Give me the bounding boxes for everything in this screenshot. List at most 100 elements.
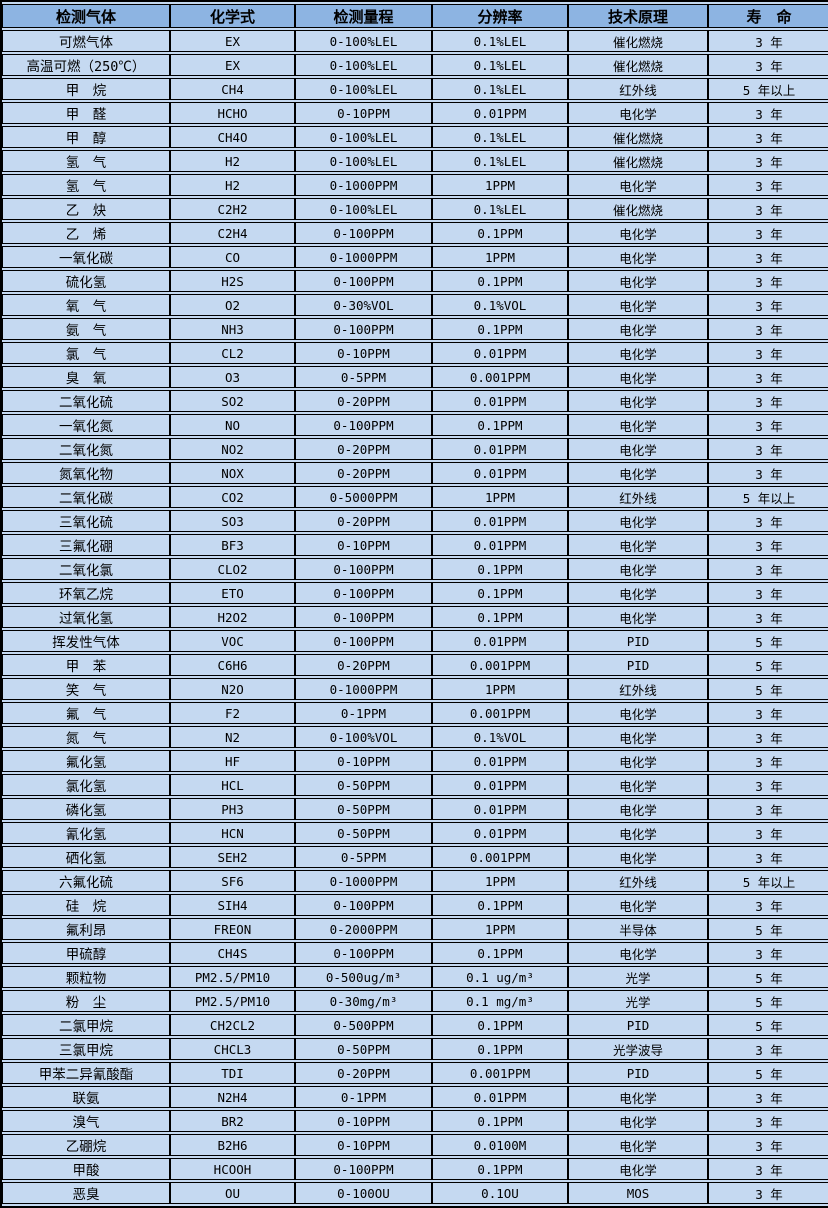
cell-resolution: 0.1%LEL	[432, 30, 568, 52]
cell-gas: 粉 尘	[2, 990, 170, 1012]
cell-lifespan: 3 年	[708, 414, 828, 436]
cell-principle: 催化燃烧	[568, 198, 708, 220]
cell-resolution: 0.01PPM	[432, 630, 568, 652]
cell-principle: 光学	[568, 990, 708, 1012]
cell-formula: HCN	[170, 822, 295, 844]
table-row: 甲 醇 CH4O 0-100%LEL 0.1%LEL 催化燃烧 3 年	[2, 126, 828, 148]
cell-gas: 甲 烷	[2, 78, 170, 100]
cell-lifespan: 3 年	[708, 318, 828, 340]
cell-formula: SIH4	[170, 894, 295, 916]
cell-gas: 过氧化氢	[2, 606, 170, 628]
cell-formula: N2O	[170, 678, 295, 700]
cell-lifespan: 3 年	[708, 846, 828, 868]
cell-principle: 电化学	[568, 534, 708, 556]
cell-principle: 光学	[568, 966, 708, 988]
cell-lifespan: 3 年	[708, 150, 828, 172]
cell-lifespan: 3 年	[708, 1182, 828, 1204]
cell-resolution: 0.1%LEL	[432, 78, 568, 100]
table-row: 联氨 N2H4 0-1PPM 0.01PPM 电化学 3 年	[2, 1086, 828, 1108]
cell-resolution: 0.1OU	[432, 1182, 568, 1204]
cell-principle: 电化学	[568, 342, 708, 364]
cell-gas: 磷化氢	[2, 798, 170, 820]
cell-resolution: 0.1PPM	[432, 942, 568, 964]
table-row: 氰化氢 HCN 0-50PPM 0.01PPM 电化学 3 年	[2, 822, 828, 844]
cell-principle: 红外线	[568, 870, 708, 892]
cell-principle: 催化燃烧	[568, 150, 708, 172]
cell-formula: H2S	[170, 270, 295, 292]
cell-gas: 氮 气	[2, 726, 170, 748]
cell-principle: 电化学	[568, 462, 708, 484]
cell-lifespan: 3 年	[708, 294, 828, 316]
cell-gas: 甲苯二异氰酸酯	[2, 1062, 170, 1084]
cell-gas: 一氧化碳	[2, 246, 170, 268]
cell-range: 0-1PPM	[295, 702, 432, 724]
cell-gas: 高温可燃（250℃）	[2, 54, 170, 76]
cell-lifespan: 3 年	[708, 702, 828, 724]
cell-resolution: 0.001PPM	[432, 846, 568, 868]
cell-gas: 甲 苯	[2, 654, 170, 676]
cell-formula: O3	[170, 366, 295, 388]
cell-resolution: 0.001PPM	[432, 1062, 568, 1084]
cell-principle: 电化学	[568, 702, 708, 724]
cell-gas: 氟利昂	[2, 918, 170, 940]
table-row: 氨 气 NH3 0-100PPM 0.1PPM 电化学 3 年	[2, 318, 828, 340]
cell-principle: 电化学	[568, 774, 708, 796]
cell-resolution: 0.1 ug/m³	[432, 966, 568, 988]
cell-principle: 电化学	[568, 558, 708, 580]
cell-resolution: 0.1%LEL	[432, 198, 568, 220]
cell-resolution: 1PPM	[432, 174, 568, 196]
cell-principle: 光学波导	[568, 1038, 708, 1060]
cell-resolution: 0.1PPM	[432, 414, 568, 436]
cell-range: 0-100PPM	[295, 558, 432, 580]
cell-range: 0-500PPM	[295, 1014, 432, 1036]
cell-formula: C2H4	[170, 222, 295, 244]
table-row: 甲硫醇 CH4S 0-100PPM 0.1PPM 电化学 3 年	[2, 942, 828, 964]
table-row: 甲 醛 HCHO 0-10PPM 0.01PPM 电化学 3 年	[2, 102, 828, 124]
cell-range: 0-2000PPM	[295, 918, 432, 940]
cell-gas: 臭 氧	[2, 366, 170, 388]
table-row: 二氯甲烷 CH2CL2 0-500PPM 0.1PPM PID 5 年	[2, 1014, 828, 1036]
cell-lifespan: 5 年	[708, 1062, 828, 1084]
cell-gas: 甲硫醇	[2, 942, 170, 964]
cell-formula: CO	[170, 246, 295, 268]
table-row: 三氟化硼 BF3 0-10PPM 0.01PPM 电化学 3 年	[2, 534, 828, 556]
table-row: 三氯甲烷 CHCL3 0-50PPM 0.1PPM 光学波导 3 年	[2, 1038, 828, 1060]
cell-principle: 电化学	[568, 942, 708, 964]
cell-formula: B2H6	[170, 1134, 295, 1156]
cell-gas: 联氨	[2, 1086, 170, 1108]
cell-lifespan: 3 年	[708, 1158, 828, 1180]
cell-formula: HCL	[170, 774, 295, 796]
cell-range: 0-100PPM	[295, 606, 432, 628]
cell-lifespan: 3 年	[708, 534, 828, 556]
cell-resolution: 0.1%VOL	[432, 726, 568, 748]
cell-range: 0-10PPM	[295, 534, 432, 556]
cell-lifespan: 3 年	[708, 774, 828, 796]
cell-range: 0-50PPM	[295, 774, 432, 796]
cell-resolution: 0.01PPM	[432, 822, 568, 844]
cell-lifespan: 3 年	[708, 606, 828, 628]
table-row: 氯 气 CL2 0-10PPM 0.01PPM 电化学 3 年	[2, 342, 828, 364]
cell-lifespan: 3 年	[708, 222, 828, 244]
cell-principle: 电化学	[568, 1158, 708, 1180]
cell-range: 0-100PPM	[295, 270, 432, 292]
cell-range: 0-500ug/m³	[295, 966, 432, 988]
table-row: 氧 气 O2 0-30%VOL 0.1%VOL 电化学 3 年	[2, 294, 828, 316]
cell-principle: 电化学	[568, 726, 708, 748]
cell-lifespan: 3 年	[708, 1086, 828, 1108]
cell-gas: 三氟化硼	[2, 534, 170, 556]
cell-formula: CH4O	[170, 126, 295, 148]
cell-resolution: 1PPM	[432, 918, 568, 940]
table-row: 臭 氧 O3 0-5PPM 0.001PPM 电化学 3 年	[2, 366, 828, 388]
cell-principle: PID	[568, 1014, 708, 1036]
cell-formula: NO	[170, 414, 295, 436]
cell-gas: 氰化氢	[2, 822, 170, 844]
cell-resolution: 1PPM	[432, 678, 568, 700]
cell-range: 0-100%LEL	[295, 150, 432, 172]
cell-formula: C6H6	[170, 654, 295, 676]
cell-formula: OU	[170, 1182, 295, 1204]
cell-resolution: 0.1%VOL	[432, 294, 568, 316]
cell-principle: 电化学	[568, 846, 708, 868]
cell-range: 0-20PPM	[295, 462, 432, 484]
cell-principle: 电化学	[568, 246, 708, 268]
